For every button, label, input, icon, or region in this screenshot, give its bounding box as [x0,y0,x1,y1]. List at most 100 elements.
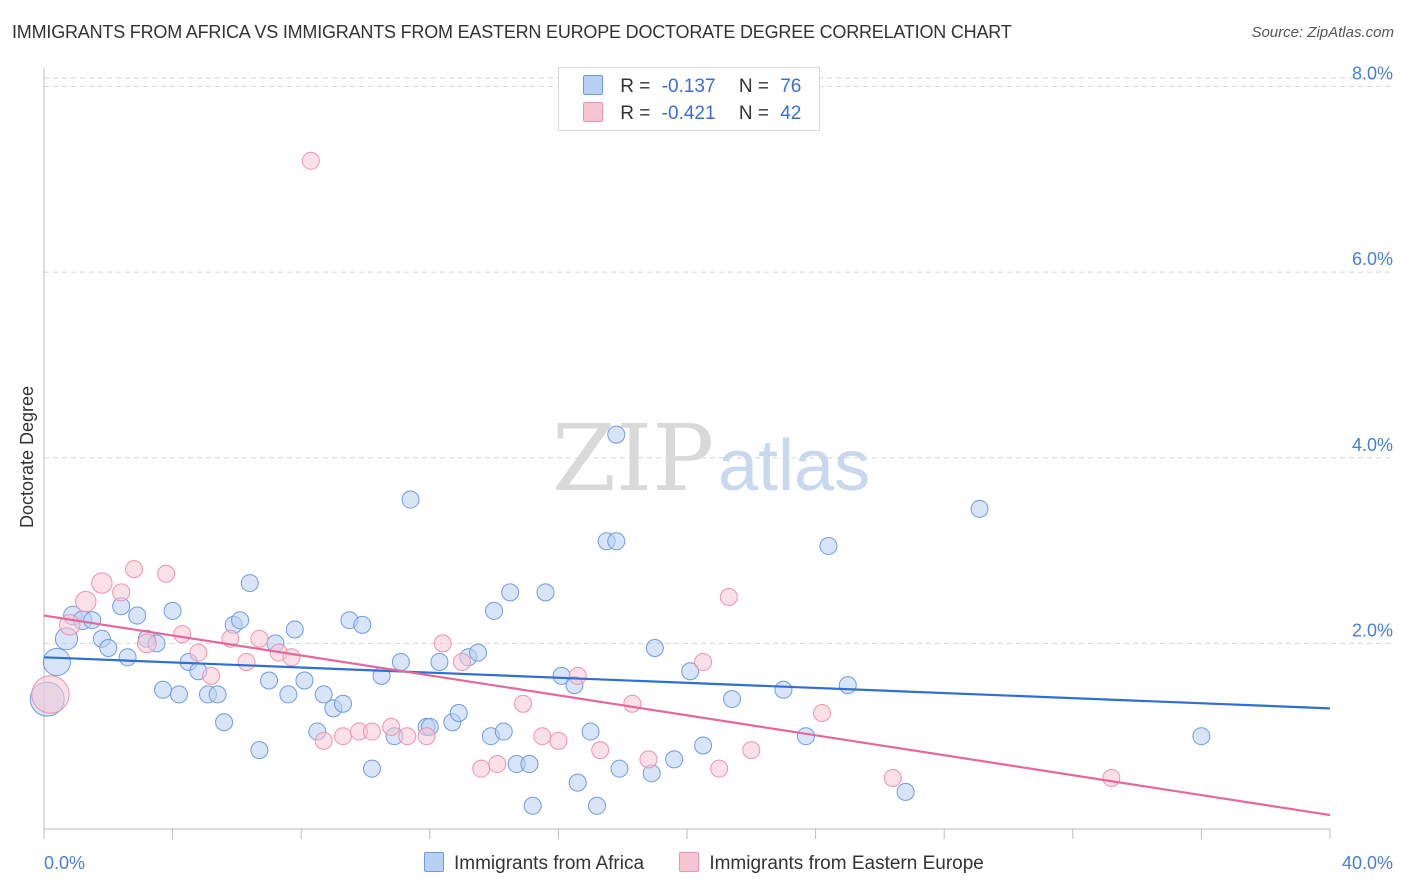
data-point-eastern-europe [333,727,352,746]
data-point-africa [391,652,410,671]
data-point-eastern-europe [639,750,658,769]
data-point-africa [279,685,298,704]
data-point-africa [285,620,304,639]
legend-item-eastern-europe: Immigrants from Eastern Europe [679,852,984,875]
data-point-africa [485,601,504,620]
data-point-africa [215,713,234,732]
data-point-eastern-europe [137,633,157,654]
legend-n-value: 76 [780,76,802,97]
legend-n-value: 42 [780,103,802,124]
data-point-africa [250,741,269,760]
data-point-africa [163,601,182,620]
data-point-eastern-europe [591,741,610,760]
data-point-africa [665,750,684,769]
series-legend: Immigrants from Africa Immigrants from E… [424,852,1014,875]
data-point-eastern-europe [472,759,491,778]
legend-swatch-eastern-europe [679,852,700,872]
legend-label-africa: Immigrants from Africa [454,853,645,874]
chart-title: IMMIGRANTS FROM AFRICA VS IMMIGRANTS FRO… [12,22,1012,42]
legend-n-label: N = [738,103,769,124]
series-eastern-europe-points [31,151,1121,787]
data-point-africa [295,671,314,690]
data-point-eastern-europe [157,564,176,583]
y-tick-label: 4.0% [1352,435,1393,455]
data-point-africa [536,583,555,602]
data-point-africa [430,652,449,671]
source-credit: Source: ZipAtlas.com [1251,24,1394,41]
y-tick-labels: 2.0% 4.0% 6.0% 8.0% [1352,64,1393,641]
y-axis-label: Doctorate Degree [17,386,37,528]
data-point-africa [645,639,664,658]
legend-item-africa: Immigrants from Africa [424,852,644,875]
data-point-africa [607,532,626,551]
x-tick-label-max: 40.0% [1342,853,1393,873]
data-point-africa [83,611,102,630]
data-point-africa [520,755,539,774]
data-point-africa [819,536,838,555]
data-point-eastern-europe [250,629,269,648]
legend-label-eastern-europe: Immigrants from Eastern Europe [709,853,984,874]
data-point-eastern-europe [75,590,97,613]
data-point-eastern-europe [382,717,401,736]
data-point-eastern-europe [433,634,452,653]
trend-line-africa [43,656,1331,710]
data-point-eastern-europe [452,652,471,671]
legend-swatch-eastern-europe [583,102,603,122]
data-point-africa [607,425,626,444]
data-point-eastern-europe [813,703,832,722]
data-point-eastern-europe [488,755,507,774]
data-point-eastern-europe [314,731,333,750]
data-point-eastern-europe [514,694,533,713]
data-point-africa [208,685,227,704]
y-tick-label: 6.0% [1352,249,1393,269]
data-point-eastern-europe [883,768,902,787]
data-point-africa [118,648,137,667]
data-point-africa [1192,727,1211,746]
grid-lines [44,77,1393,644]
data-point-eastern-europe [719,587,738,606]
data-point-africa [681,662,700,681]
data-point-africa [694,736,713,755]
data-point-eastern-europe [623,694,642,713]
legend-r-label: R = [620,76,651,97]
data-point-eastern-europe [1102,768,1121,787]
data-point-eastern-europe [125,560,144,579]
data-point-africa [581,722,600,741]
data-point-eastern-europe [301,151,320,170]
data-point-eastern-europe [742,741,761,760]
data-point-africa [896,782,915,801]
data-point-eastern-europe [237,652,256,671]
data-point-africa [362,759,381,778]
data-point-eastern-europe [91,572,113,594]
data-point-africa [838,676,857,695]
legend-r-label: R = [620,103,651,124]
data-point-africa [501,583,520,602]
data-point-africa [401,490,420,509]
data-point-eastern-europe [362,722,381,741]
data-point-africa [523,796,542,815]
trend-lines [43,614,1331,817]
data-point-africa [568,773,587,792]
x-tick-label-min: 0.0% [44,853,85,873]
data-point-africa [796,727,815,746]
data-point-africa [260,671,279,690]
data-point-africa [128,606,147,625]
data-point-eastern-europe [31,675,70,714]
data-point-africa [970,499,989,518]
data-point-africa [469,643,488,662]
correlation-legend: R = -0.137 N = 76 R = -0.421 N = 42 [558,67,820,131]
data-point-eastern-europe [710,759,729,778]
y-tick-label: 2.0% [1352,620,1393,640]
data-point-eastern-europe [202,666,221,685]
data-point-eastern-europe [398,727,417,746]
data-point-africa [494,722,513,741]
data-point-africa [610,759,629,778]
x-ticks [43,829,1331,839]
data-point-africa [99,639,118,658]
watermark-zip: ZIP [552,405,714,512]
data-point-africa [231,611,250,630]
trend-line-eastern-europe [43,614,1331,817]
data-point-africa [333,694,352,713]
data-point-africa [240,574,259,593]
